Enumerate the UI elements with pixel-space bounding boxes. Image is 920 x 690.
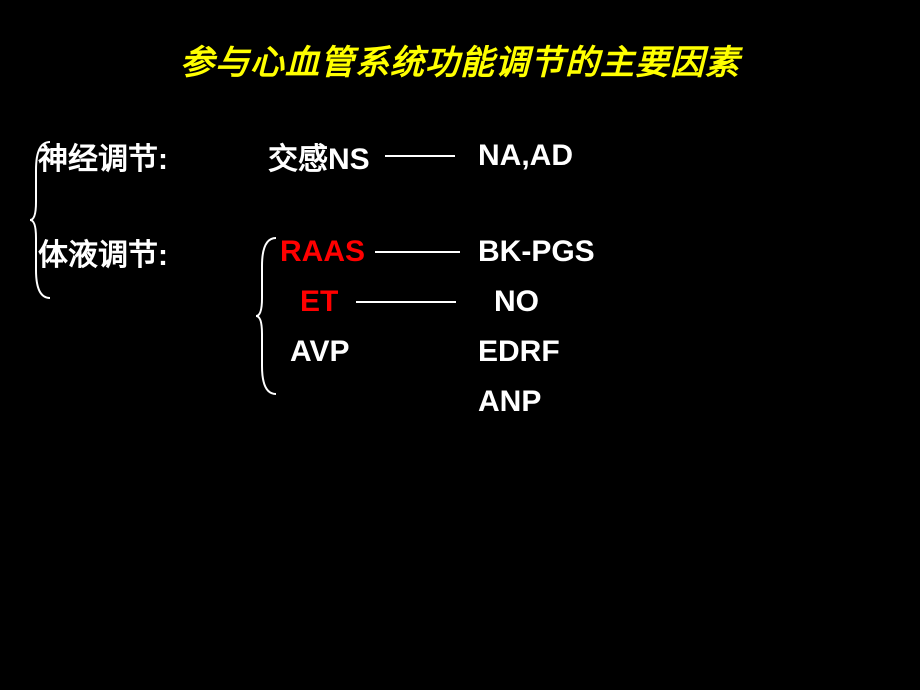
- humoral-left-text-0: RAAS: [268, 235, 365, 269]
- humoral-right-text-0: BK-PGS: [478, 235, 595, 269]
- humoral-label: 体液调节:: [38, 230, 268, 274]
- humoral-left-1: ET: [268, 285, 478, 319]
- humoral-right-text-1: NO: [478, 285, 539, 319]
- humoral-row-2: AVP EDRF: [38, 328, 920, 376]
- humoral-right-text-2: EDRF: [478, 335, 560, 369]
- slide-title: 参与心血管系统功能调节的主要因素: [0, 0, 920, 84]
- humoral-left-text-2: AVP: [268, 335, 349, 369]
- connector-line-icon: [356, 301, 456, 303]
- neural-label: 神经调节:: [38, 134, 268, 178]
- slide: 参与心血管系统功能调节的主要因素 神经调节: 交感NS NA,AD 体液调节: …: [0, 0, 920, 690]
- brace-right-icon: [256, 236, 280, 396]
- neural-row: 神经调节: 交感NS NA,AD: [38, 132, 920, 180]
- content-area: 神经调节: 交感NS NA,AD 体液调节: RAAS BK-PGS ET: [38, 132, 920, 426]
- humoral-row-1: ET NO: [38, 278, 920, 326]
- brace-left-icon: [30, 140, 54, 300]
- humoral-left-2: AVP: [268, 335, 478, 369]
- humoral-row-3: ANP: [38, 378, 920, 426]
- humoral-row-0: 体液调节: RAAS BK-PGS: [38, 228, 920, 276]
- connector-line-icon: [385, 155, 455, 157]
- humoral-left-0: RAAS: [268, 235, 478, 269]
- humoral-right-text-3: ANP: [478, 385, 541, 419]
- neural-left-text: 交感NS: [268, 134, 370, 178]
- neural-left-col: 交感NS: [268, 134, 478, 178]
- neural-right-text: NA,AD: [478, 139, 573, 173]
- connector-line-icon: [375, 251, 460, 253]
